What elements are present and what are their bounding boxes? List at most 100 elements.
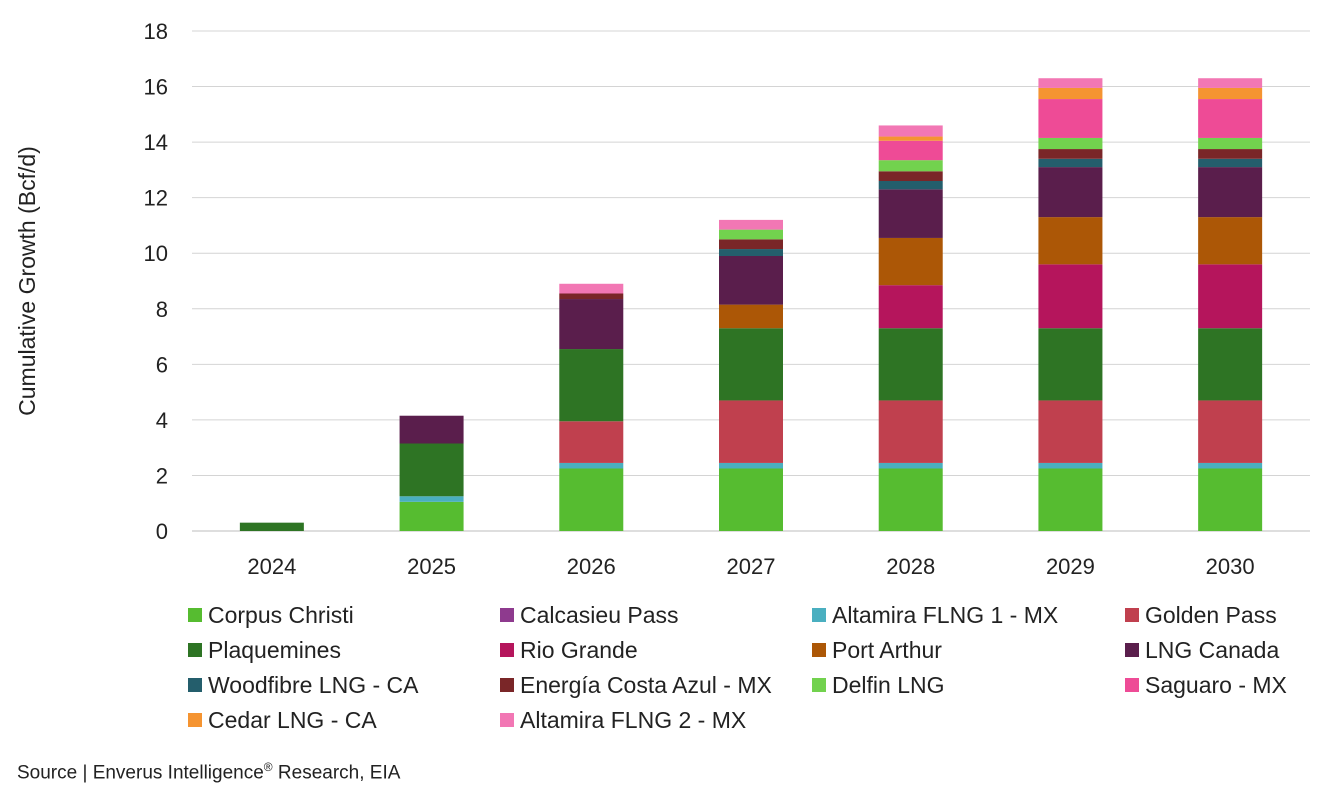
bar-segment xyxy=(399,501,464,531)
x-tick-label: 2030 xyxy=(1206,554,1255,579)
source-prefix: Source | Enverus Intelligence xyxy=(17,762,264,784)
legend-label: Saguaro - MX xyxy=(1145,671,1287,698)
bar-segment xyxy=(1038,167,1103,218)
source-note: Source | Enverus Intelligence® Research,… xyxy=(17,760,400,784)
bar-segment xyxy=(1038,468,1103,531)
legend-item: Altamira FLNG 2 - MX xyxy=(500,705,812,735)
legend-label: Rio Grande xyxy=(520,636,638,663)
legend-swatch xyxy=(1125,608,1139,622)
legend-swatch xyxy=(500,678,514,692)
legend-swatch xyxy=(500,643,514,657)
bar-segment xyxy=(1198,264,1263,329)
legend-item: Energía Costa Azul - MX xyxy=(500,670,812,700)
bar-segment xyxy=(1198,462,1263,469)
legend-item: Rio Grande xyxy=(500,635,812,665)
y-tick-labels: 0 2 4 6 8 10 12 14 16 18 xyxy=(144,19,168,544)
legend-label: Cedar LNG - CA xyxy=(208,706,377,733)
x-tick-label: 2024 xyxy=(247,554,296,579)
bar-segment xyxy=(1038,158,1103,168)
y-tick-label: 10 xyxy=(144,241,168,266)
bar-segment xyxy=(878,462,943,469)
bar-segment xyxy=(1198,158,1263,168)
legend-swatch xyxy=(188,713,202,727)
legend-label: Delfin LNG xyxy=(832,671,945,698)
bar-segment xyxy=(1198,400,1263,463)
legend-label: Golden Pass xyxy=(1145,601,1277,628)
bar-segment xyxy=(1038,462,1103,469)
legend-swatch xyxy=(1125,643,1139,657)
bar-segment xyxy=(719,229,783,240)
legend-item: Plaquemines xyxy=(188,635,500,665)
x-tick-label: 2027 xyxy=(727,554,776,579)
legend-item: Altamira FLNG 1 - MX xyxy=(812,600,1125,630)
legend-swatch xyxy=(188,643,202,657)
bar-segment xyxy=(878,328,943,401)
bar-segment xyxy=(559,462,624,469)
legend-swatch xyxy=(188,678,202,692)
bar-segment xyxy=(878,181,943,190)
legend-item: Woodfibre LNG - CA xyxy=(188,670,500,700)
legend-swatch xyxy=(812,608,826,622)
bar-segment xyxy=(1198,137,1263,150)
bar-segment xyxy=(719,304,783,329)
bar-segment xyxy=(559,283,624,294)
legend-label: Altamira FLNG 1 - MX xyxy=(832,601,1059,628)
bar-segment xyxy=(399,443,464,497)
bar-segment xyxy=(878,171,943,181)
bars xyxy=(239,78,1263,531)
source-suffix: Research, EIA xyxy=(272,762,401,784)
bar-segment xyxy=(1198,167,1263,218)
bar-segment xyxy=(719,462,783,469)
bar-segment xyxy=(878,160,943,172)
legend-swatch xyxy=(812,678,826,692)
y-axis-label: Cumulative Growth (Bcf/d) xyxy=(14,146,40,416)
bar-segment xyxy=(719,219,783,230)
legend-swatch xyxy=(812,643,826,657)
legend-item: Corpus Christi xyxy=(188,600,500,630)
legend-label: Altamira FLNG 2 - MX xyxy=(520,706,747,733)
bar-segment xyxy=(1198,87,1263,100)
legend-label: Calcasieu Pass xyxy=(520,601,679,628)
bar-segment xyxy=(878,125,943,137)
bar-segment xyxy=(719,239,783,250)
bar-segment xyxy=(1198,217,1263,265)
bar-segment xyxy=(1038,137,1103,150)
bar-segment xyxy=(719,256,783,305)
legend-item: Golden Pass xyxy=(1125,600,1338,630)
legend-item: LNG Canada xyxy=(1125,635,1338,665)
bar-segment xyxy=(719,249,783,256)
bar-segment xyxy=(559,468,624,531)
x-tick-label: 2028 xyxy=(886,554,935,579)
legend-label: Port Arthur xyxy=(832,636,942,663)
legend-label: LNG Canada xyxy=(1145,636,1280,663)
y-tick-label: 4 xyxy=(156,408,168,433)
legend-label: Plaquemines xyxy=(208,636,341,663)
y-tick-label: 12 xyxy=(144,186,168,211)
bar-segment xyxy=(559,349,624,422)
bar-segment xyxy=(1038,149,1103,159)
y-tick-label: 8 xyxy=(156,297,168,322)
legend-item: Delfin LNG xyxy=(812,670,1125,700)
x-tick-labels: 2024 2025 2026 2027 2028 2029 2030 xyxy=(247,554,1254,579)
x-tick-label: 2025 xyxy=(407,554,456,579)
legend-label: Corpus Christi xyxy=(208,601,354,628)
chart: 0 2 4 6 8 10 12 14 16 18 2024 2025 2026 2027 2028 2029… xyxy=(14,19,1310,579)
legend-item: Saguaro - MX xyxy=(1125,670,1338,700)
legend-swatch xyxy=(500,713,514,727)
bar-segment xyxy=(719,468,783,531)
bar-segment xyxy=(878,189,943,238)
legend-swatch xyxy=(188,608,202,622)
legend-label: Woodfibre LNG - CA xyxy=(208,671,419,698)
y-tick-label: 18 xyxy=(144,19,168,44)
bar-segment xyxy=(559,299,624,350)
bar-segment xyxy=(1198,468,1263,531)
bar-segment xyxy=(1198,149,1263,159)
bar-segment xyxy=(1038,99,1103,138)
bar-segment xyxy=(1198,78,1263,88)
bar-segment xyxy=(878,140,943,161)
legend-label: Energía Costa Azul - MX xyxy=(520,671,772,698)
bar-segment xyxy=(239,522,304,531)
legend-item: Port Arthur xyxy=(812,635,1125,665)
bar-segment xyxy=(559,293,624,300)
legend-item: Calcasieu Pass xyxy=(500,600,812,630)
